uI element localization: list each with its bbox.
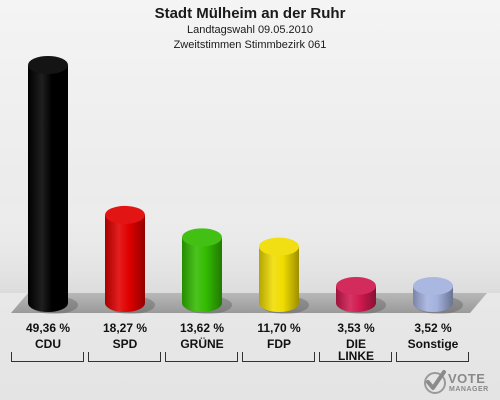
bar-sonstige <box>413 277 463 314</box>
value-label: 11,70 % <box>257 321 301 335</box>
category-bracket <box>396 352 469 362</box>
logo-sub: MANAGER <box>449 386 489 393</box>
vote-manager-logo: VOTE MANAGER <box>422 368 496 398</box>
value-label: 3,52 % <box>414 321 452 335</box>
bar-body <box>105 214 145 312</box>
bar-cdu <box>28 56 78 314</box>
bar-body <box>259 246 299 312</box>
bar-top <box>105 205 145 224</box>
bar-fdp <box>259 237 309 314</box>
category-bracket <box>319 352 392 362</box>
value-label: 3,53 % <box>337 321 375 335</box>
bar-spd <box>105 205 155 314</box>
vote-manager-check-icon <box>424 370 446 394</box>
bar-top <box>336 276 376 295</box>
bar-top <box>28 56 68 74</box>
bar-body <box>28 65 68 312</box>
bar-die-linke <box>336 276 386 314</box>
bar-top <box>259 237 299 256</box>
category-bracket <box>242 352 315 362</box>
value-label: 49,36 % <box>25 321 71 335</box>
category-bracket <box>88 352 161 362</box>
category-bracket <box>165 352 238 362</box>
category-label: CDU <box>35 337 61 351</box>
bar-grüne <box>182 228 232 314</box>
category-label: SPD <box>112 337 138 351</box>
category-label: GRÜNE <box>180 337 224 351</box>
bar-body <box>182 237 222 312</box>
chart-subtitle-2: Zweitstimmen Stimmbezirk 061 <box>173 39 327 51</box>
category-label: Sonstige <box>407 337 459 351</box>
bar-top <box>182 228 222 247</box>
chart-title: Stadt Mülheim an der Ruhr <box>154 5 346 22</box>
chart-wall <box>0 200 500 293</box>
value-label: 18,27 % <box>102 321 148 335</box>
bar-top <box>413 277 453 296</box>
category-label: DIE LINKE <box>338 337 374 363</box>
category-bracket <box>11 352 84 362</box>
category-label: FDP <box>267 337 291 351</box>
value-label: 13,62 % <box>179 321 225 335</box>
logo-word: VOTE <box>448 371 486 386</box>
chart-subtitle: Landtagswahl 09.05.2010 <box>187 24 313 36</box>
